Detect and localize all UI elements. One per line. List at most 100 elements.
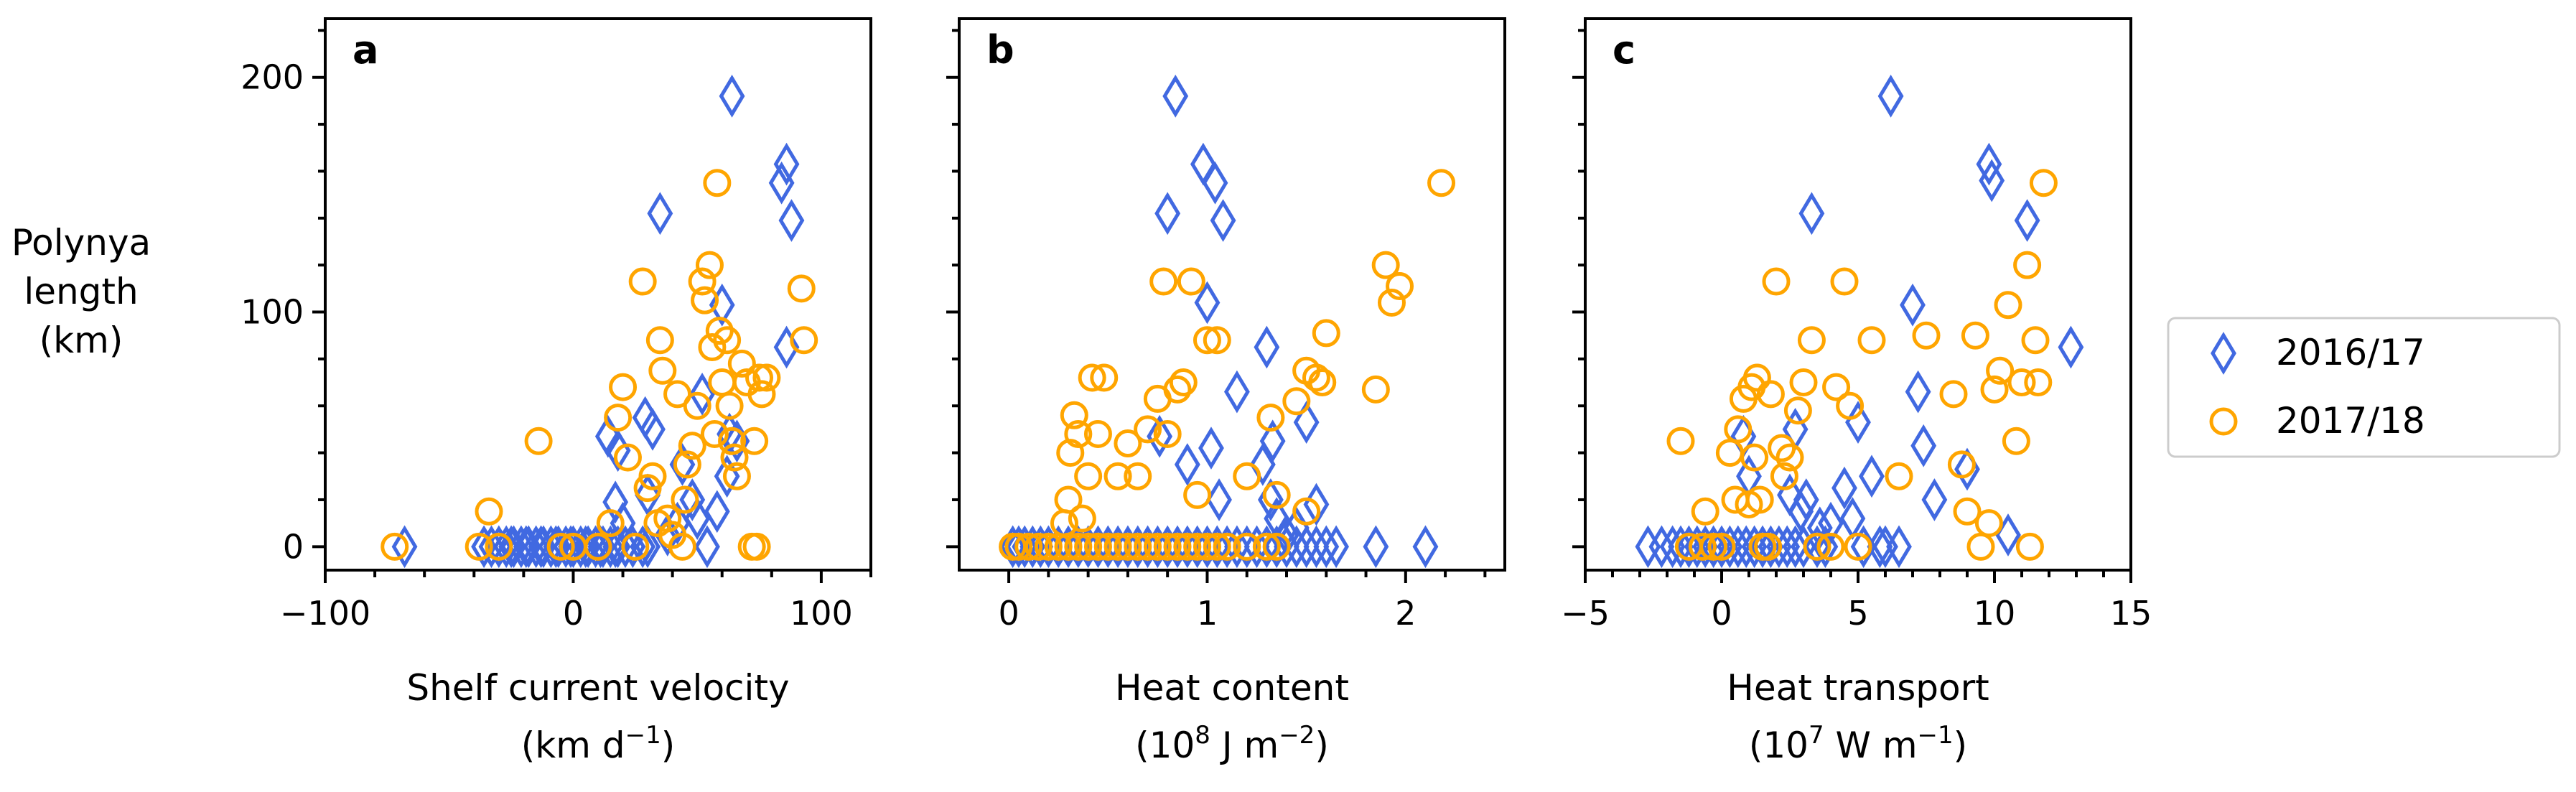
data-point [727, 349, 756, 378]
panel-letter: b [986, 27, 1014, 73]
x-axis-unit: (km d−1) [521, 721, 675, 766]
data-point [1859, 455, 1885, 498]
data-point [1976, 142, 2002, 186]
data-point [1836, 391, 1865, 420]
data-point [1742, 363, 1771, 392]
y-axis-label-line-2: length [24, 271, 138, 312]
data-point [1264, 525, 1290, 569]
data-point [2058, 325, 2084, 369]
data-point [1688, 532, 1717, 561]
data-point [1075, 525, 1101, 569]
legend-circle-icon [2209, 407, 2238, 436]
x-axis-unit: (107 W m−1) [1749, 721, 1967, 766]
data-point [1124, 532, 1152, 561]
data-point [1798, 192, 1825, 236]
data-point [778, 199, 805, 242]
data-point [524, 427, 553, 455]
x-axis-label: Heat transport [1727, 667, 1989, 709]
series-2016-17 [1635, 74, 2084, 569]
panel-c: −5 0 5 10 15 c Heat transport (107 W m−1) [1561, 17, 2152, 766]
x-tick-label: 15 [2110, 594, 2152, 633]
data-point [695, 251, 724, 279]
series-2016-17 [999, 74, 1439, 569]
data-point [1256, 404, 1285, 432]
y-tick-label: 100 [241, 293, 304, 332]
data-point [546, 532, 575, 561]
data-point [1202, 161, 1228, 205]
data-point [1770, 462, 1798, 490]
data-point [1756, 380, 1785, 409]
data-point [1648, 525, 1675, 569]
data-point [703, 169, 732, 197]
data-point [630, 525, 656, 569]
data-point [1974, 509, 2003, 538]
legend-marker-2016-17 [2211, 332, 2236, 375]
data-point [1174, 443, 1200, 486]
data-point [1822, 373, 1851, 401]
y-axis-label-line-3: (km) [39, 320, 123, 361]
series-2016-17 [391, 74, 805, 569]
data-point [745, 363, 774, 392]
data-point [1174, 525, 1200, 569]
data-point [1083, 532, 1112, 561]
data-point [1074, 462, 1103, 490]
legend-marker-2017-18 [2209, 407, 2238, 436]
data-point [1035, 525, 1062, 569]
data-point [1262, 480, 1291, 509]
data-point [713, 326, 742, 355]
y-axis-label: Polynya length (km) [11, 222, 151, 361]
data-point [475, 497, 503, 526]
data-point [1004, 532, 1033, 561]
legend-label-2017-18: 2017/18 [2276, 400, 2425, 442]
data-point [2015, 532, 2044, 561]
data-point [1203, 326, 1231, 355]
data-point [596, 509, 625, 538]
x-tick-label: 0 [998, 594, 1019, 633]
data-point [1979, 159, 2005, 202]
data-point [718, 427, 747, 455]
data-point [1830, 267, 1859, 296]
data-point [1740, 443, 1769, 472]
data-point [1303, 525, 1330, 569]
data-point [1223, 525, 1250, 569]
series-2017-18 [1666, 169, 2058, 561]
data-point [2014, 199, 2040, 242]
data-point [1206, 478, 1232, 521]
data-point [1939, 380, 1968, 409]
data-point [1721, 485, 1750, 514]
data-point [742, 532, 771, 561]
data-point [1994, 291, 2022, 320]
data-point [1055, 525, 1081, 569]
data-point [1014, 532, 1043, 561]
data-point [485, 532, 513, 561]
series-2017-18 [999, 169, 1456, 561]
data-point [1114, 525, 1141, 569]
data-point [1093, 532, 1122, 561]
data-point [1243, 525, 1270, 569]
data-point [1025, 532, 1053, 561]
data-point [1666, 427, 1695, 455]
data-point [1980, 375, 2009, 404]
data-point [2024, 368, 2053, 397]
data-point [1282, 387, 1311, 416]
data-point [1259, 419, 1286, 463]
data-point [1900, 283, 1926, 327]
data-point [1223, 370, 1250, 414]
data-point [1065, 525, 1091, 569]
panel-letter: a [353, 27, 378, 73]
data-point [1867, 525, 1893, 569]
data-point [628, 267, 657, 296]
panel-a: 0 100 200 −100 0 100 a Shelf current velocity (k… [241, 17, 872, 766]
data-point [704, 490, 730, 534]
data-point [465, 532, 493, 561]
data-point [1905, 370, 1931, 414]
legend-label-2016-17: 2016/17 [2276, 332, 2425, 373]
plot-frame [958, 17, 1506, 572]
data-point [709, 283, 735, 327]
data-point [1293, 401, 1320, 444]
data-point [1691, 497, 1719, 526]
data-point [1169, 368, 1198, 397]
data-point [1789, 368, 1818, 397]
y-tick-label: 0 [283, 527, 304, 566]
